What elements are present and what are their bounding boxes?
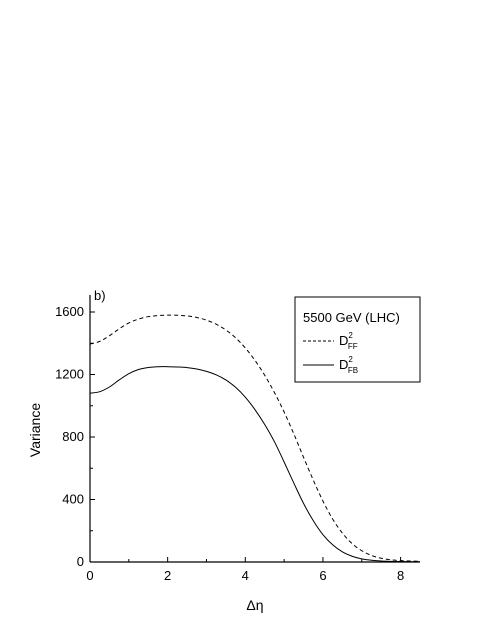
legend: 5500 GeV (LHC) D2 FF D2 FB — [294, 296, 421, 383]
y-tick-label: 800 — [62, 429, 84, 444]
legend-label-fb: D2 FB — [339, 355, 358, 375]
y-tick-label: 0 — [77, 554, 84, 569]
x-tick-label: 8 — [397, 568, 404, 583]
x-tick-label: 2 — [164, 568, 171, 583]
x-tick-label: 0 — [86, 568, 93, 583]
series-group — [89, 314, 421, 563]
y-tick-label: 400 — [62, 492, 84, 507]
y-tick-label: 1600 — [55, 304, 84, 319]
legend-box — [294, 296, 421, 383]
legend-label-ff: D2 FF — [339, 331, 358, 351]
panel-label: b) — [94, 288, 106, 303]
axes — [89, 295, 420, 563]
tick-labels: 0 2 4 6 8 0 400 800 1200 1600 — [55, 304, 404, 583]
x-axis-title: Δη — [246, 597, 263, 613]
legend-title: 5500 GeV (LHC) — [303, 310, 400, 325]
x-tick-label: 4 — [242, 568, 249, 583]
x-tick-label: 6 — [319, 568, 326, 583]
series-line-fb — [89, 366, 421, 563]
y-axis-title: Variance — [27, 403, 43, 457]
y-tick-label: 1200 — [55, 367, 84, 382]
